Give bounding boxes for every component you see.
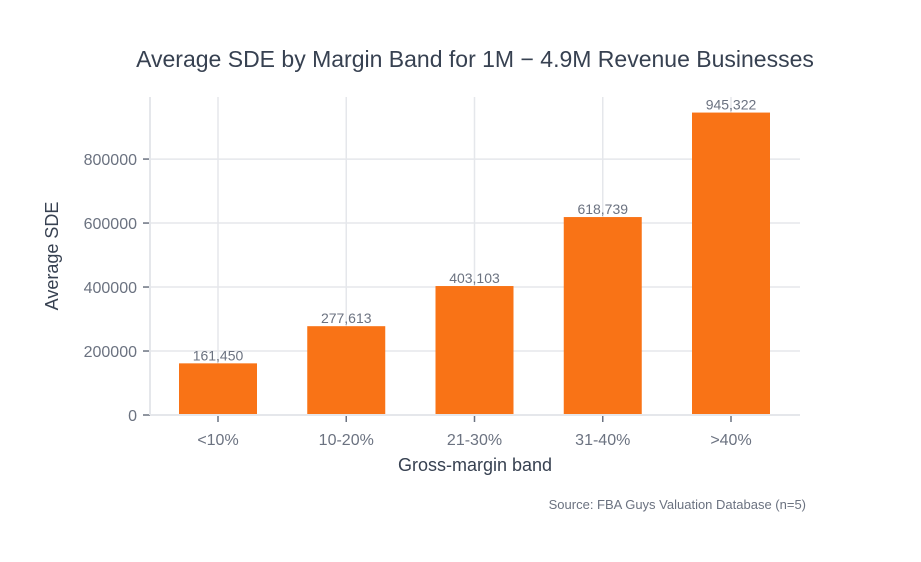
y-axis-label: Average SDE [42, 202, 62, 311]
x-tick-label: 31-40% [575, 432, 630, 449]
x-tick-label: >40% [710, 432, 751, 449]
bars: 161,450 277,613 403,103 618,739 945,322 [179, 97, 770, 415]
bar [692, 112, 770, 415]
axes: <10% 10-20% 21-30% 31-40% >40% 0 200000 400000 6… [84, 97, 800, 449]
bar [307, 326, 386, 415]
bar [435, 286, 514, 415]
y-tick-label: 200000 [84, 344, 137, 361]
y-tick-label: 600000 [84, 216, 137, 233]
bar-value-label: 618,739 [577, 201, 628, 217]
bar [563, 217, 642, 415]
source-note: Source: FBA Guys Valuation Database (n=5… [549, 497, 806, 512]
y-tick-label: 800000 [84, 152, 137, 169]
chart-title: Average SDE by Margin Band for 1M − 4.9M… [136, 46, 814, 72]
bar-value-label: 403,103 [449, 270, 500, 286]
bar [179, 363, 257, 415]
bar-value-label: 277,613 [321, 310, 372, 326]
bar-value-label: 161,450 [193, 347, 244, 363]
x-axis-label: Gross-margin band [398, 455, 552, 475]
y-tick-label: 0 [128, 408, 137, 425]
x-tick-label: <10% [197, 432, 238, 449]
bar-value-label: 945,322 [706, 97, 757, 113]
x-tick-label: 21-30% [447, 432, 502, 449]
x-tick-label: 10-20% [319, 432, 374, 449]
y-tick-label: 400000 [84, 280, 137, 297]
